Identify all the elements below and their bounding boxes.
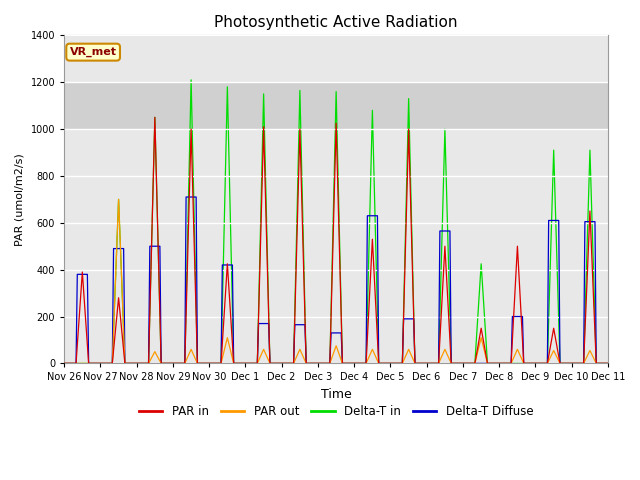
Title: Photosynthetic Active Radiation: Photosynthetic Active Radiation	[214, 15, 458, 30]
Legend: PAR in, PAR out, Delta-T in, Delta-T Diffuse: PAR in, PAR out, Delta-T in, Delta-T Dif…	[134, 401, 538, 423]
Text: VR_met: VR_met	[70, 47, 116, 57]
Y-axis label: PAR (umol/m2/s): PAR (umol/m2/s)	[15, 153, 25, 246]
X-axis label: Time: Time	[321, 388, 351, 401]
Bar	[64, 82, 608, 129]
